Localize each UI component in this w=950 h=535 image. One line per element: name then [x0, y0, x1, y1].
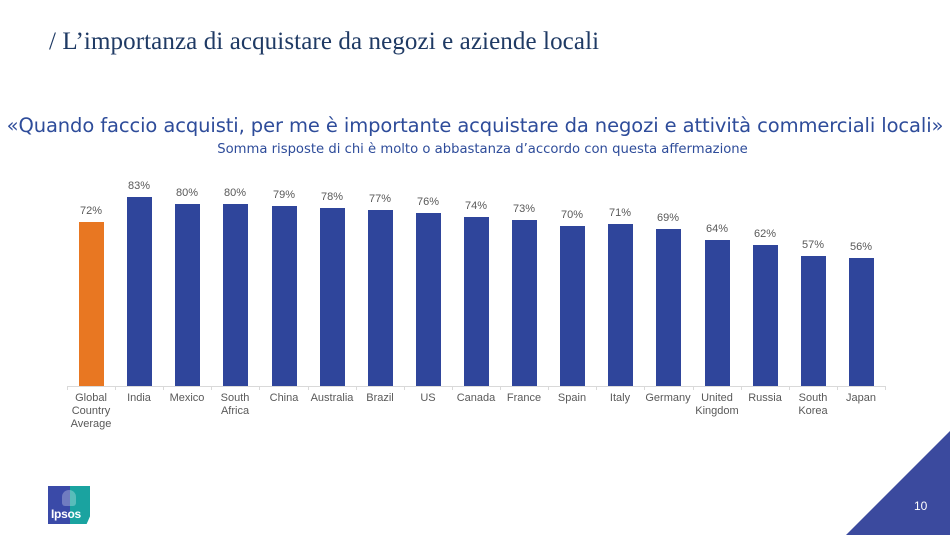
- bar-value-label: 80%: [175, 187, 199, 199]
- category-label: South Africa: [220, 392, 250, 417]
- bar-value-label: 80%: [223, 187, 247, 199]
- corner-triangle-decoration: [846, 431, 950, 535]
- bar-column: 80% Mexico: [163, 170, 211, 440]
- category-label: Japan: [846, 392, 876, 404]
- x-axis-tick: [741, 386, 742, 390]
- bar-column: 72% Global Country Average: [67, 170, 115, 440]
- bar-column: 74% Canada: [452, 170, 500, 440]
- bar-column: 78% Australia: [308, 170, 356, 440]
- x-axis-tick: [115, 386, 116, 390]
- bar-value-label: 70%: [560, 209, 584, 221]
- category-label: United Kingdom: [695, 392, 739, 417]
- bar-value-label: 62%: [753, 228, 777, 240]
- bar: [608, 224, 633, 386]
- category-label: Mexico: [169, 392, 205, 404]
- category-label: France: [506, 392, 542, 404]
- x-axis-tick: [548, 386, 549, 390]
- category-label: Spain: [557, 392, 587, 404]
- bar-column: 56% Japan: [837, 170, 885, 440]
- bar-value-label: 76%: [416, 196, 440, 208]
- bar-value-label: 79%: [272, 189, 296, 201]
- bar-column: 77% Brazil: [356, 170, 404, 440]
- x-axis-tick: [452, 386, 453, 390]
- x-axis-tick: [500, 386, 501, 390]
- bar-value-label: 56%: [849, 241, 873, 253]
- category-label: Canada: [456, 392, 496, 404]
- category-label: South Korea: [798, 392, 828, 417]
- category-label: Australia: [310, 392, 354, 404]
- category-label: Italy: [609, 392, 631, 404]
- bar-chart: 72% Global Country Average 83% India 80% Mexi…: [67, 170, 886, 440]
- bar-value-label: 57%: [801, 239, 825, 251]
- x-axis-tick: [211, 386, 212, 390]
- bar: [560, 226, 585, 386]
- bar-column: 62% Russia: [741, 170, 789, 440]
- x-axis-tick: [259, 386, 260, 390]
- bar-column: 80% South Africa: [211, 170, 259, 440]
- x-axis-tick: [789, 386, 790, 390]
- bar: [705, 240, 730, 386]
- x-axis-tick: [404, 386, 405, 390]
- bar-value-label: 64%: [705, 223, 729, 235]
- category-label: US: [420, 392, 436, 404]
- bar-column: 71% Italy: [596, 170, 644, 440]
- category-label: Russia: [748, 392, 782, 404]
- x-axis-line: [67, 386, 885, 387]
- bar: [368, 210, 393, 386]
- bar-column: 57% South Korea: [789, 170, 837, 440]
- category-label: Brazil: [366, 392, 394, 404]
- bar: [512, 220, 537, 386]
- bar-highlight: [79, 222, 104, 386]
- bar-column: 64% United Kingdom: [693, 170, 741, 440]
- x-axis-tick: [308, 386, 309, 390]
- category-label: China: [269, 392, 299, 404]
- bar-column: 73% France: [500, 170, 548, 440]
- bar: [849, 258, 874, 386]
- bar-value-label: 73%: [512, 203, 536, 215]
- category-label: Germany: [645, 392, 691, 404]
- x-axis-tick: [596, 386, 597, 390]
- bar-value-label: 72%: [79, 205, 103, 217]
- bar-column: 79% China: [260, 170, 308, 440]
- page-number: 10: [914, 499, 928, 513]
- chart-title: «Quando faccio acquisti, per me è import…: [6, 114, 944, 137]
- x-axis-tick: [67, 386, 68, 390]
- page-title: / L’importanza di acquistare da negozi e…: [49, 28, 600, 55]
- bar-value-label: 83%: [127, 180, 151, 192]
- bar: [416, 213, 441, 386]
- bar-value-label: 71%: [608, 207, 632, 219]
- x-axis-tick: [885, 386, 886, 390]
- bar-column: 70% Spain: [548, 170, 596, 440]
- bar: [464, 217, 489, 386]
- bar: [320, 208, 345, 386]
- bar: [175, 204, 200, 386]
- logo-text: Ipsos: [51, 507, 81, 521]
- x-axis-tick: [644, 386, 645, 390]
- bar-value-label: 69%: [656, 212, 680, 224]
- bar-column: 83% India: [115, 170, 163, 440]
- x-axis-tick: [163, 386, 164, 390]
- bar-value-label: 74%: [464, 200, 488, 212]
- x-axis-tick: [837, 386, 838, 390]
- chart-subtitle: Somma risposte di chi è molto o abbastan…: [217, 142, 748, 157]
- logo-head-icon: [62, 490, 76, 506]
- bar: [127, 197, 152, 386]
- bar-column: 69% Germany: [644, 170, 692, 440]
- bar: [656, 229, 681, 386]
- category-label: India: [127, 392, 151, 404]
- bar-value-label: 78%: [320, 191, 344, 203]
- bar-column: 76% US: [404, 170, 452, 440]
- bar-value-label: 77%: [368, 193, 392, 205]
- bar: [753, 245, 778, 386]
- x-axis-tick: [693, 386, 694, 390]
- x-axis-tick: [356, 386, 357, 390]
- bar: [223, 204, 248, 386]
- ipsos-logo: Ipsos: [48, 486, 90, 524]
- bar: [272, 206, 297, 386]
- bar: [801, 256, 826, 386]
- category-label: Global Country Average: [70, 392, 112, 430]
